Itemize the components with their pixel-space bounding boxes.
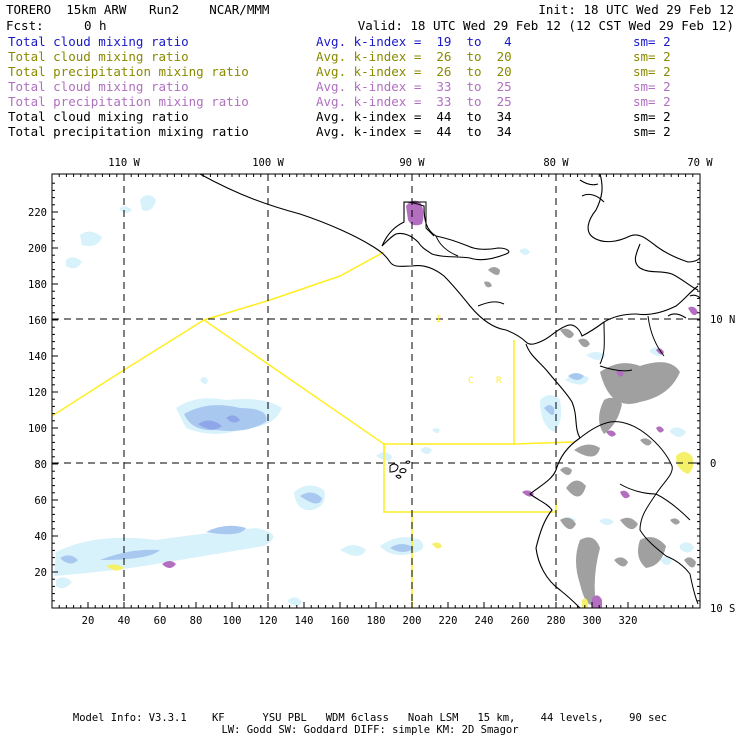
init-time: Init: 18 UTC Wed 29 Feb 12 [538, 2, 734, 17]
field-layer [52, 174, 700, 608]
galapagos-islands [389, 460, 411, 479]
legend-field: Total cloud mixing ratio [8, 34, 189, 49]
longitude-label: 80 W [543, 157, 569, 169]
longitude-label: 90 W [399, 157, 425, 169]
legend-row: Total cloud mixing ratio Avg. k-index = 4… [8, 109, 732, 124]
legend-smoothing: sm= 2 [633, 64, 671, 79]
x-tick-label: 280 [547, 615, 566, 627]
x-tick-label: 180 [367, 615, 386, 627]
legend-kindex: Avg. k-index = 33 to 25 [316, 94, 512, 109]
yellow-patches [106, 452, 694, 608]
legend-kindex: Avg. k-index = 26 to 20 [316, 49, 512, 64]
x-tick-label: 160 [331, 615, 350, 627]
x-tick-label: 140 [295, 615, 314, 627]
region-label: R [496, 376, 502, 386]
forecast-hour: 0 h [84, 18, 107, 33]
legend-kindex: Avg. k-index = 26 to 20 [316, 64, 512, 79]
y-tick-label: 60 [34, 495, 47, 507]
y-tick-label: 100 [28, 423, 47, 435]
latitude-label: 0 [710, 458, 716, 470]
valid-time: Valid: 18 UTC Wed 29 Feb 12 (12 CST Wed … [357, 18, 734, 33]
legend-field: Total precipitation mixing ratio [8, 64, 249, 79]
latlon-grid [52, 174, 700, 608]
x-tick-label: 260 [511, 615, 530, 627]
forecast-label: Fcst: [6, 18, 44, 33]
y-tick-label: 80 [34, 459, 47, 471]
x-tick-label: 80 [190, 615, 203, 627]
x-tick-label: 40 [118, 615, 131, 627]
legend-field: Total precipitation mixing ratio [8, 94, 249, 109]
y-tick-label: 180 [28, 279, 47, 291]
legend-smoothing: sm= 2 [633, 109, 671, 124]
region-label: I [436, 315, 441, 325]
legend-kindex: Avg. k-index = 44 to 34 [316, 109, 512, 124]
y-tick-label: 20 [34, 567, 47, 579]
model-title: TORERO 15km ARW Run2 NCAR/MMM [6, 2, 270, 17]
axis-ticks [52, 174, 701, 609]
x-tick-label: 60 [154, 615, 167, 627]
y-tick-label: 140 [28, 351, 47, 363]
legend-smoothing: sm= 2 [633, 124, 671, 139]
x-tick-label: 120 [259, 615, 278, 627]
legend-row: Total cloud mixing ratio Avg. k-index = 2… [8, 49, 732, 64]
x-tick-label: 320 [619, 615, 638, 627]
x-tick-label: 20 [82, 615, 95, 627]
legend-kindex: Avg. k-index = 44 to 34 [316, 124, 512, 139]
legend-field: Total cloud mixing ratio [8, 49, 189, 64]
legend-row: Total precipitation mixing ratio Avg. k-i… [8, 124, 732, 139]
legend-field: Total precipitation mixing ratio [8, 124, 249, 139]
legend-smoothing: sm= 2 [633, 49, 671, 64]
cloud-core-patches [198, 415, 240, 430]
legend-field: Total cloud mixing ratio [8, 109, 189, 124]
y-tick-label: 200 [28, 243, 47, 255]
y-tick-label: 40 [34, 531, 47, 543]
latitude-label: 10 N [710, 314, 735, 326]
legend-kindex: Avg. k-index = 19 to 4 [316, 34, 512, 49]
legend-field: Total cloud mixing ratio [8, 79, 189, 94]
legend-row: Total precipitation mixing ratio Avg. k-i… [8, 94, 732, 109]
model-info: Model Info: V3.3.1 KF YSU PBL WDM 6class… [72, 712, 668, 724]
longitude-label: 110 W [108, 157, 140, 169]
longitude-label: 70 W [687, 157, 713, 169]
region-label: C [468, 376, 473, 386]
legend-row: Total cloud mixing ratio Avg. k-index = 3… [8, 79, 732, 94]
axis-labels: 20 40 60 80 100 120 140 160 180 200 220 240 260 280 30… [28, 157, 735, 627]
latitude-label: 10 S [710, 603, 735, 615]
country-borders [404, 201, 699, 605]
x-tick-label: 300 [583, 615, 602, 627]
legend-row: Total cloud mixing ratio Avg. k-index = 1… [8, 34, 732, 49]
y-tick-label: 160 [28, 315, 47, 327]
x-tick-label: 240 [475, 615, 494, 627]
legend-smoothing: sm= 2 [633, 79, 671, 94]
legend-kindex: Avg. k-index = 33 to 25 [316, 79, 512, 94]
legend-smoothing: sm= 2 [633, 94, 671, 109]
longitude-label: 100 W [252, 157, 284, 169]
coastlines [199, 174, 700, 608]
x-tick-label: 200 [403, 615, 422, 627]
x-tick-label: 220 [439, 615, 458, 627]
y-tick-label: 120 [28, 387, 47, 399]
x-tick-label: 100 [223, 615, 242, 627]
physics-info: LW: Godd SW: Goddard DIFF: simple KM: 2D… [221, 724, 519, 736]
y-tick-label: 220 [28, 207, 47, 219]
legend-row: Total precipitation mixing ratio Avg. k-i… [8, 64, 732, 79]
legend-smoothing: sm= 2 [633, 34, 671, 49]
